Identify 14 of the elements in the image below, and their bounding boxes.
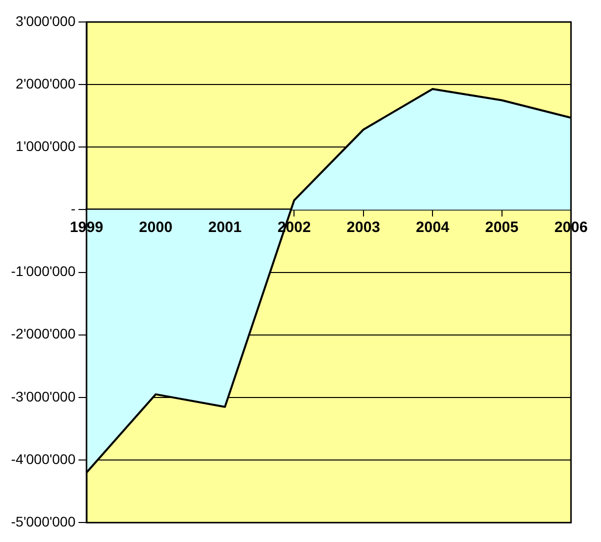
y-tick-label: - (70, 200, 76, 217)
y-tick-label: 3'000'000 (16, 12, 76, 29)
y-tick-label: -2'000'000 (10, 326, 76, 342)
x-tick-label: 2004 (416, 218, 450, 236)
x-tick-label: 2003 (346, 218, 380, 236)
y-tick-label: 1'000'000 (16, 138, 76, 154)
y-tick-label: -4'000'000 (10, 450, 76, 467)
y-tick-label: -5'000'000 (10, 513, 76, 530)
y-tick-label: -1'000'000 (10, 263, 76, 280)
x-tick-label: 2000 (139, 218, 172, 236)
y-tick-label: -3'000'000 (10, 388, 76, 404)
y-tick-label: 2'000'000 (16, 75, 76, 92)
x-tick-label: 2005 (485, 218, 518, 236)
x-tick-label: 2001 (208, 218, 242, 236)
